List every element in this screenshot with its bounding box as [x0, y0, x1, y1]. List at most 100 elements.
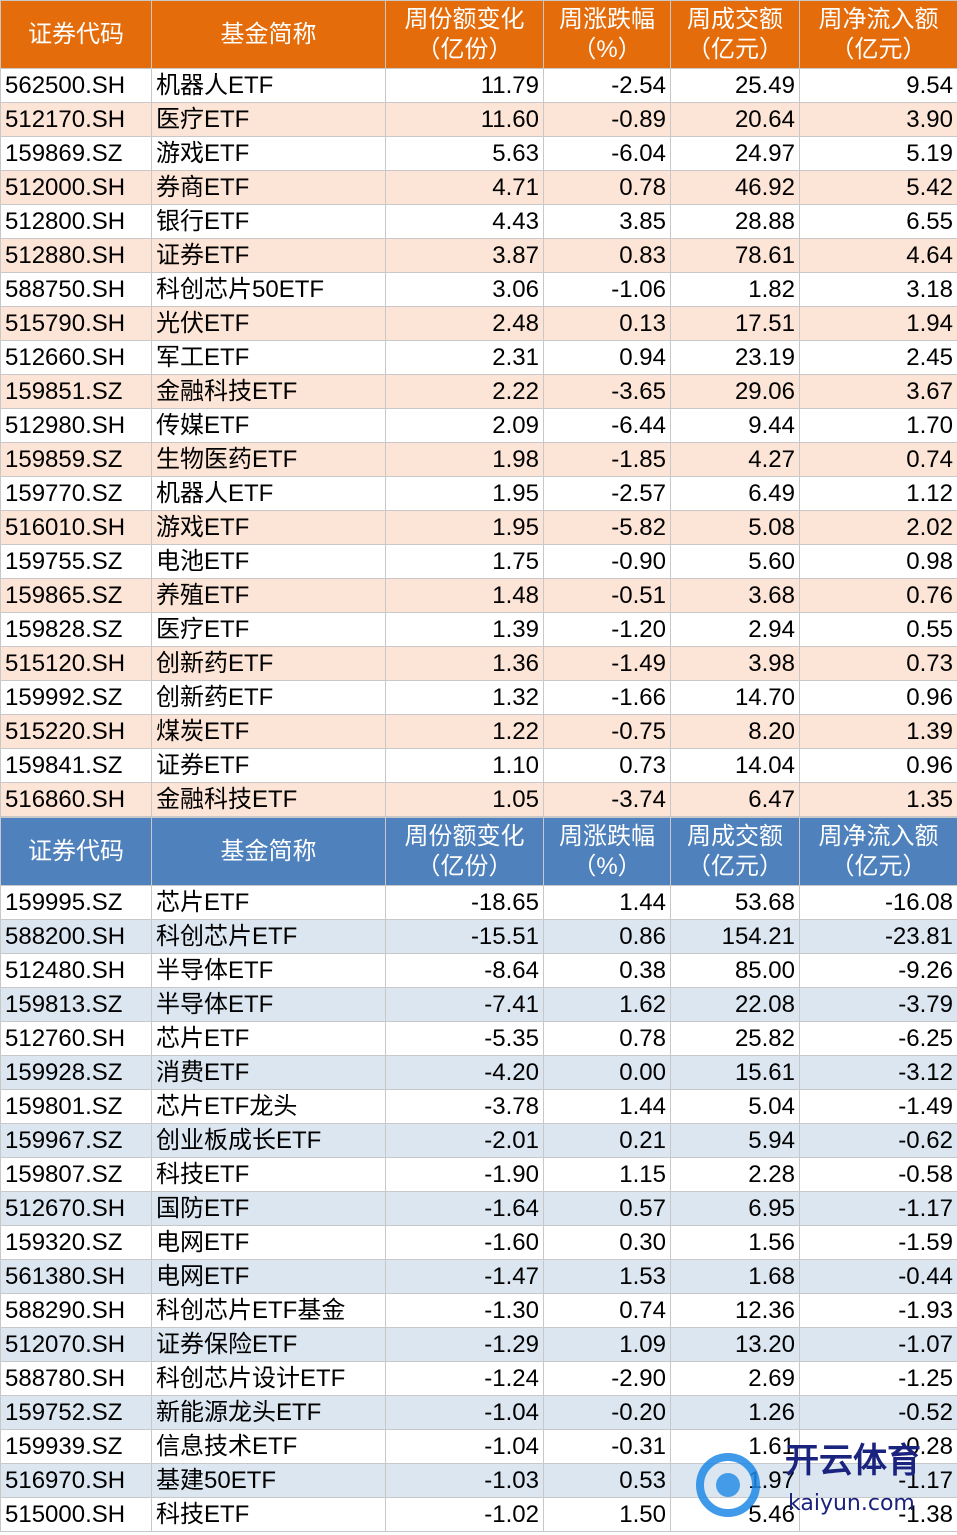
code-cell: 159841.SZ: [1, 749, 152, 783]
header-row: 证券代码基金简称周份额变化（亿份）周涨跌幅（%）周成交额（亿元）周净流入额（亿元…: [1, 1, 957, 69]
header-line: 周份额变化: [390, 5, 539, 35]
number-cell: -1.30: [386, 1294, 544, 1328]
code-cell: 159320.SZ: [1, 1226, 152, 1260]
name-cell: 科技ETF: [152, 1498, 386, 1532]
number-cell: -1.49: [544, 647, 671, 681]
name-cell: 电网ETF: [152, 1226, 386, 1260]
number-cell: 0.78: [544, 1022, 671, 1056]
header-line: 基金简称: [156, 837, 381, 867]
number-cell: 0.30: [544, 1226, 671, 1260]
number-cell: -1.85: [544, 443, 671, 477]
number-cell: -15.51: [386, 920, 544, 954]
number-cell: 4.43: [386, 205, 544, 239]
header-line: （亿元）: [804, 852, 953, 882]
code-cell: 512480.SH: [1, 954, 152, 988]
number-cell: -5.35: [386, 1022, 544, 1056]
number-cell: 0.76: [800, 579, 957, 613]
number-cell: -8.64: [386, 954, 544, 988]
number-cell: 1.39: [386, 613, 544, 647]
number-cell: -0.44: [800, 1260, 957, 1294]
number-cell: 1.95: [386, 511, 544, 545]
number-cell: 3.67: [800, 375, 957, 409]
number-cell: 1.15: [544, 1158, 671, 1192]
number-cell: 0.78: [544, 171, 671, 205]
code-cell: 588750.SH: [1, 273, 152, 307]
number-cell: -1.24: [386, 1362, 544, 1396]
number-cell: 0.73: [544, 749, 671, 783]
header-line: 证券代码: [5, 20, 147, 50]
name-cell: 消费ETF: [152, 1056, 386, 1090]
header-cell: 证券代码: [1, 1, 152, 69]
number-cell: 46.92: [671, 171, 800, 205]
number-cell: -9.26: [800, 954, 957, 988]
number-cell: 1.82: [671, 273, 800, 307]
code-cell: 159939.SZ: [1, 1430, 152, 1464]
number-cell: 0.73: [800, 647, 957, 681]
number-cell: -0.90: [544, 545, 671, 579]
number-cell: 1.62: [544, 988, 671, 1022]
number-cell: 4.64: [800, 239, 957, 273]
number-cell: 1.39: [800, 715, 957, 749]
number-cell: 25.82: [671, 1022, 800, 1056]
number-cell: 4.71: [386, 171, 544, 205]
number-cell: 25.49: [671, 69, 800, 103]
name-cell: 机器人ETF: [152, 69, 386, 103]
header-line: 周份额变化: [390, 822, 539, 852]
code-cell: 588780.SH: [1, 1362, 152, 1396]
header-line: 证券代码: [5, 837, 147, 867]
number-cell: -1.04: [386, 1430, 544, 1464]
code-cell: 159755.SZ: [1, 545, 152, 579]
number-cell: 24.97: [671, 137, 800, 171]
code-cell: 159828.SZ: [1, 613, 152, 647]
number-cell: 1.56: [671, 1226, 800, 1260]
name-cell: 电池ETF: [152, 545, 386, 579]
number-cell: 1.44: [544, 1090, 671, 1124]
name-cell: 机器人ETF: [152, 477, 386, 511]
number-cell: -1.03: [386, 1464, 544, 1498]
number-cell: 3.18: [800, 273, 957, 307]
number-cell: 0.96: [800, 749, 957, 783]
header-cell: 周涨跌幅（%）: [544, 1, 671, 69]
number-cell: -0.58: [800, 1158, 957, 1192]
code-cell: 512800.SH: [1, 205, 152, 239]
number-cell: 28.88: [671, 205, 800, 239]
number-cell: 22.08: [671, 988, 800, 1022]
number-cell: 2.31: [386, 341, 544, 375]
header-line: 周涨跌幅: [548, 5, 666, 35]
number-cell: -1.93: [800, 1294, 957, 1328]
number-cell: 1.44: [544, 886, 671, 920]
number-cell: -1.64: [386, 1192, 544, 1226]
number-cell: 1.50: [544, 1498, 671, 1532]
number-cell: -16.08: [800, 886, 957, 920]
name-cell: 创新药ETF: [152, 681, 386, 715]
code-cell: 159851.SZ: [1, 375, 152, 409]
name-cell: 医疗ETF: [152, 103, 386, 137]
watermark-url: kaiyun.com: [788, 1491, 915, 1516]
name-cell: 创新药ETF: [152, 647, 386, 681]
number-cell: 17.51: [671, 307, 800, 341]
number-cell: 13.20: [671, 1328, 800, 1362]
name-cell: 证券保险ETF: [152, 1328, 386, 1362]
watermark-brand: 开云体育: [785, 1441, 921, 1481]
number-cell: -1.29: [386, 1328, 544, 1362]
number-cell: 15.61: [671, 1056, 800, 1090]
header-row: 证券代码基金简称周份额变化（亿份）周涨跌幅（%）周成交额（亿元）周净流入额（亿元…: [1, 818, 957, 886]
number-cell: -1.07: [800, 1328, 957, 1362]
number-cell: 0.74: [544, 1294, 671, 1328]
code-cell: 515790.SH: [1, 307, 152, 341]
number-cell: 2.22: [386, 375, 544, 409]
code-cell: 588200.SH: [1, 920, 152, 954]
number-cell: -1.49: [800, 1090, 957, 1124]
number-cell: 5.04: [671, 1090, 800, 1124]
name-cell: 电网ETF: [152, 1260, 386, 1294]
